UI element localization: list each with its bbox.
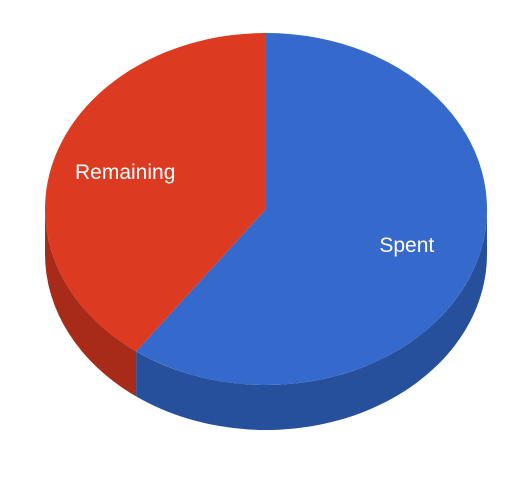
- slice-remaining[interactable]: [44, 33, 266, 352]
- slice-label-spent: Spent: [379, 234, 434, 257]
- slice-side-spent: [136, 209, 487, 431]
- slice-label-remaining: Remaining: [75, 161, 175, 184]
- slice-side-remaining: [45, 209, 137, 397]
- slice-spent[interactable]: [136, 33, 487, 386]
- pie-slices: [44, 33, 487, 386]
- slice-labels: Spent Remaining: [75, 161, 434, 257]
- pie-sides: [45, 209, 487, 431]
